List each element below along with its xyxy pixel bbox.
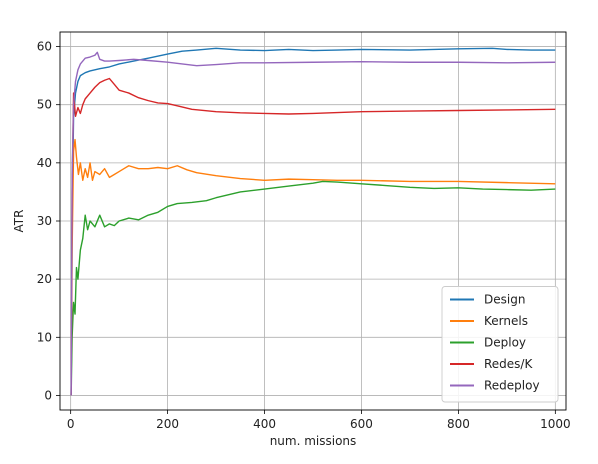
y-tick-label: 40 (37, 156, 52, 170)
series-line-deploy (70, 180, 556, 396)
y-tick-label: 50 (37, 98, 52, 112)
x-tick-label: 0 (67, 417, 75, 431)
legend-label: Redes/K (484, 357, 533, 371)
y-tick-label: 10 (37, 330, 52, 344)
legend-label: Redeploy (484, 379, 540, 393)
x-axis: 0 200 400 600 800 1000 (67, 410, 571, 431)
y-tick-label: 20 (37, 272, 52, 286)
series-line-redeploy (70, 51, 556, 396)
grid (60, 32, 566, 410)
legend-label: Kernels (484, 314, 528, 328)
x-tick-label: 800 (447, 417, 470, 431)
x-tick-label: 1000 (540, 417, 571, 431)
legend: Design Kernels Deploy Redes/K Redeploy (441, 286, 559, 403)
series-layer (70, 47, 556, 396)
y-tick-label: 0 (44, 388, 52, 402)
y-axis-label: ATR (12, 210, 26, 233)
x-tick-label: 200 (156, 417, 179, 431)
legend-label: Design (484, 293, 525, 307)
y-tick-label: 30 (37, 214, 52, 228)
series-line-redes-k (70, 77, 556, 396)
x-axis-label: num. missions (270, 434, 357, 448)
y-tick-label: 60 (37, 40, 52, 54)
x-tick-label: 600 (350, 417, 373, 431)
y-axis: 0 10 20 30 40 50 60 (37, 40, 60, 402)
x-tick-label: 400 (253, 417, 276, 431)
series-line-design (70, 47, 556, 396)
legend-label: Deploy (484, 336, 526, 350)
series-line-kernels (70, 138, 556, 396)
legend-box (441, 286, 559, 403)
